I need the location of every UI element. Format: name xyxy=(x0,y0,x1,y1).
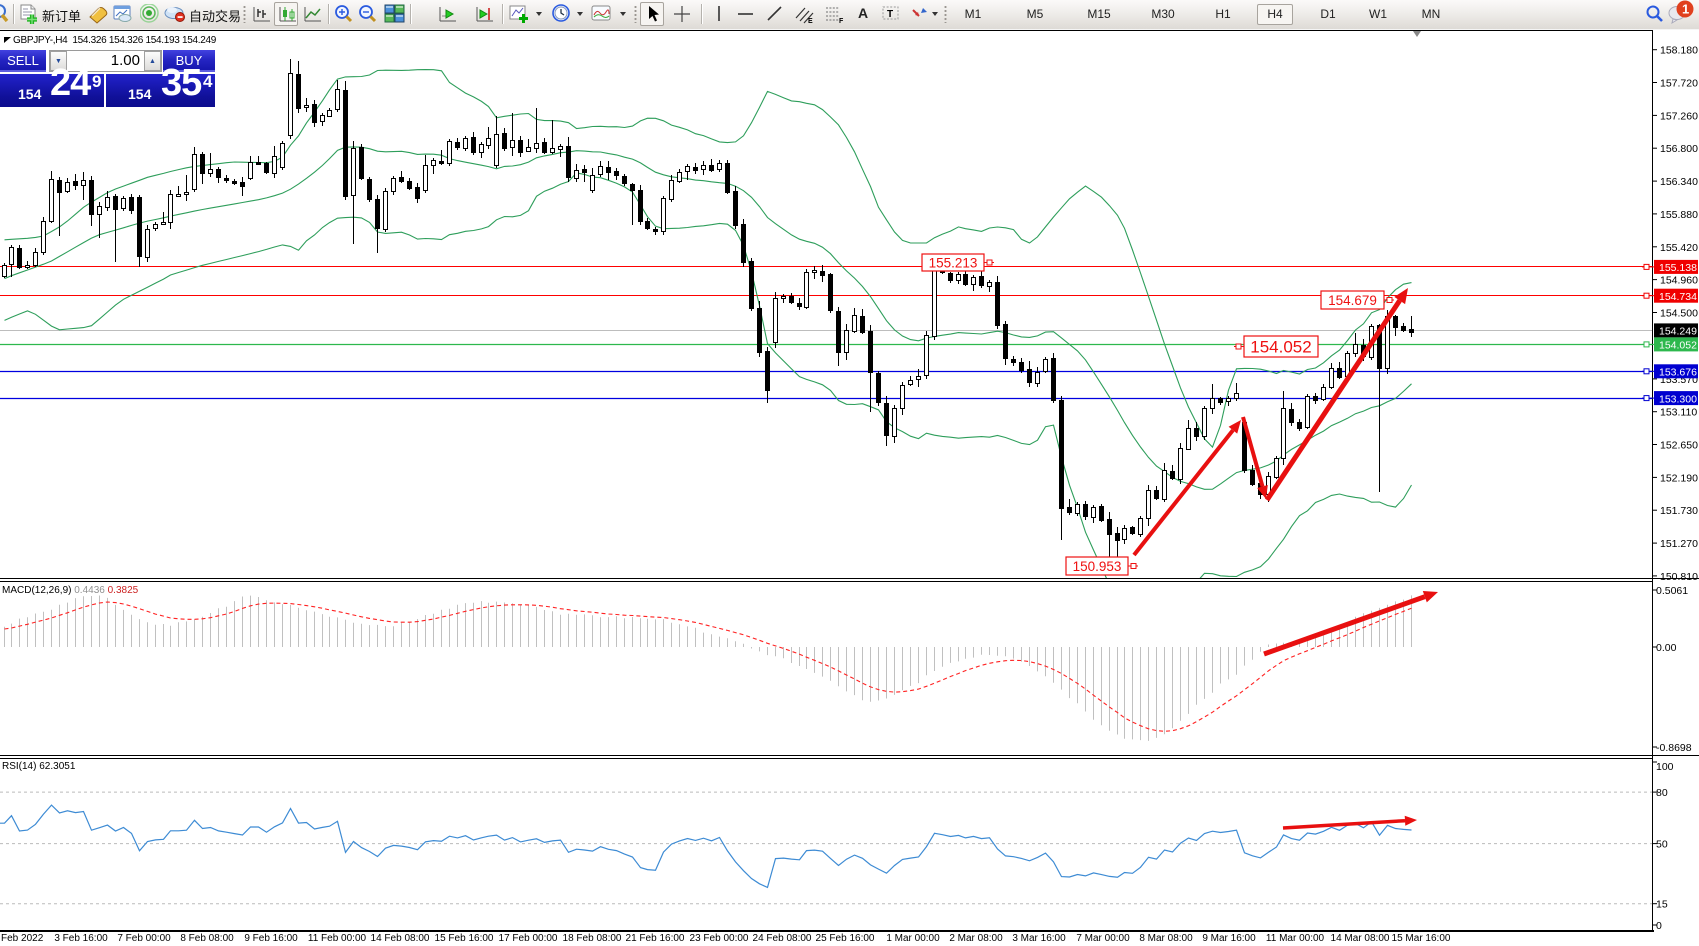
svg-text:RSI(14) 62.3051: RSI(14) 62.3051 xyxy=(2,761,76,772)
svg-text:9 Mar 16:00: 9 Mar 16:00 xyxy=(1202,933,1256,944)
svg-text:17 Feb 00:00: 17 Feb 00:00 xyxy=(499,933,558,944)
svg-text:24 Feb 08:00: 24 Feb 08:00 xyxy=(753,933,812,944)
svg-text:0.5061: 0.5061 xyxy=(1656,585,1688,597)
svg-text:155.420: 155.420 xyxy=(1660,242,1698,254)
svg-text:152.190: 152.190 xyxy=(1660,472,1698,484)
svg-text:T: T xyxy=(887,9,893,20)
svg-text:14 Mar 08:00: 14 Mar 08:00 xyxy=(1331,933,1390,944)
svg-text:155.213: 155.213 xyxy=(929,255,978,270)
svg-text:150.810: 150.810 xyxy=(1660,571,1698,583)
svg-text:154.249: 154.249 xyxy=(1659,326,1697,338)
svg-text:155.138: 155.138 xyxy=(1659,262,1697,274)
svg-text:1 Mar 00:00: 1 Mar 00:00 xyxy=(886,933,940,944)
svg-text:154.052: 154.052 xyxy=(1250,338,1311,357)
svg-text:157.260: 157.260 xyxy=(1660,110,1698,122)
svg-text:156.340: 156.340 xyxy=(1660,176,1698,188)
svg-text:1: 1 xyxy=(1682,2,1689,17)
svg-text:151.730: 151.730 xyxy=(1660,505,1698,517)
svg-text:3 Mar 16:00: 3 Mar 16:00 xyxy=(1012,933,1066,944)
svg-text:11 Feb 00:00: 11 Feb 00:00 xyxy=(308,933,367,944)
svg-text:155.880: 155.880 xyxy=(1660,209,1698,221)
svg-text:18 Feb 08:00: 18 Feb 08:00 xyxy=(563,933,622,944)
svg-text:8 Feb 08:00: 8 Feb 08:00 xyxy=(180,933,234,944)
svg-text:0: 0 xyxy=(1656,920,1662,932)
svg-text:154.734: 154.734 xyxy=(1659,291,1697,303)
svg-text:154.679: 154.679 xyxy=(1328,293,1377,308)
svg-text:154.052: 154.052 xyxy=(1659,340,1697,352)
svg-text:158.180: 158.180 xyxy=(1660,45,1698,57)
svg-text:8 Mar 08:00: 8 Mar 08:00 xyxy=(1139,933,1193,944)
svg-text:152.650: 152.650 xyxy=(1660,440,1698,452)
svg-text:23 Feb 00:00: 23 Feb 00:00 xyxy=(690,933,749,944)
svg-text:7 Mar 00:00: 7 Mar 00:00 xyxy=(1076,933,1130,944)
svg-text:21 Feb 16:00: 21 Feb 16:00 xyxy=(626,933,685,944)
svg-text:156.800: 156.800 xyxy=(1660,143,1698,155)
svg-text:157.720: 157.720 xyxy=(1660,78,1698,90)
svg-text:153.300: 153.300 xyxy=(1659,393,1697,405)
svg-text:15: 15 xyxy=(1656,899,1668,911)
svg-text:0.00: 0.00 xyxy=(1656,642,1677,654)
svg-text:14 Feb 08:00: 14 Feb 08:00 xyxy=(371,933,430,944)
svg-text:154.960: 154.960 xyxy=(1660,275,1698,287)
svg-text:9 Feb 16:00: 9 Feb 16:00 xyxy=(244,933,298,944)
svg-text:-0.8698: -0.8698 xyxy=(1656,742,1692,754)
svg-text:MACD(12,26,9) 0.4436 0.3825: MACD(12,26,9) 0.4436 0.3825 xyxy=(2,585,139,596)
svg-text:3 Feb 16:00: 3 Feb 16:00 xyxy=(54,933,108,944)
svg-text:154.500: 154.500 xyxy=(1660,308,1698,320)
svg-text:153.676: 153.676 xyxy=(1659,367,1697,379)
svg-text:50: 50 xyxy=(1656,839,1668,851)
svg-text:11 Mar 00:00: 11 Mar 00:00 xyxy=(1266,933,1325,944)
svg-text:F: F xyxy=(839,18,844,24)
svg-text:E: E xyxy=(808,18,813,24)
svg-text:15 Feb 16:00: 15 Feb 16:00 xyxy=(435,933,494,944)
svg-text:15 Mar 16:00: 15 Mar 16:00 xyxy=(1392,933,1451,944)
svg-text:100: 100 xyxy=(1656,761,1674,773)
svg-text:153.110: 153.110 xyxy=(1660,407,1697,419)
svg-text:80: 80 xyxy=(1656,787,1668,799)
svg-text:Feb 2022: Feb 2022 xyxy=(1,933,44,944)
svg-text:150.953: 150.953 xyxy=(1073,559,1122,574)
svg-text:25 Feb 16:00: 25 Feb 16:00 xyxy=(816,933,875,944)
svg-text:151.270: 151.270 xyxy=(1660,538,1698,550)
svg-text:7 Feb 00:00: 7 Feb 00:00 xyxy=(117,933,171,944)
svg-text:2 Mar 08:00: 2 Mar 08:00 xyxy=(949,933,1003,944)
